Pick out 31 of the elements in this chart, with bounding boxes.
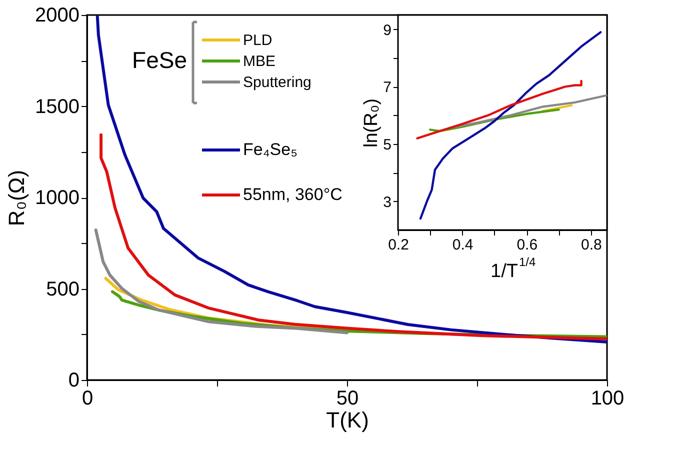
line-series [96,15,607,344]
line-series [454,94,607,128]
x-tick-label: 50 [336,388,359,410]
y-tick-label: 2000 [35,4,80,26]
y-tick-label: 5 [383,136,392,154]
y-axis-title: ln(R₀) [361,98,382,148]
y-tick-label: 0 [68,370,80,392]
legend-label: PLD [243,32,272,49]
line-series [416,80,582,140]
legend-label: Sputtering [243,74,312,91]
x-tick-label: 100 [590,388,624,410]
x-tick-label: 0.8 [580,236,602,254]
legend-title: FeSe [132,47,187,73]
x-axis-title: T(K) [326,408,369,432]
y-tick-label: 500 [46,278,80,300]
line-series [429,108,560,132]
x-tick-label: 0.4 [452,236,474,254]
y-tick-label: 9 [383,22,392,39]
legend-label: 55nm, 360°C [243,185,342,204]
x-tick-label: 0 [82,388,94,410]
x-tick-label: 0.2 [388,236,409,254]
line-series [94,228,348,334]
y-tick-label: 1500 [35,96,80,118]
y-tick-label: 1000 [35,187,80,209]
line-series [419,31,602,220]
x-tick-label: 0.6 [516,236,538,254]
y-tick-label: 3 [383,194,392,211]
legend-label: MBE [243,53,276,70]
y-axis-title: R₀(Ω) [4,170,30,226]
legend-label: Fe₄Se₅ [243,140,298,159]
y-tick-label: 7 [383,79,392,96]
